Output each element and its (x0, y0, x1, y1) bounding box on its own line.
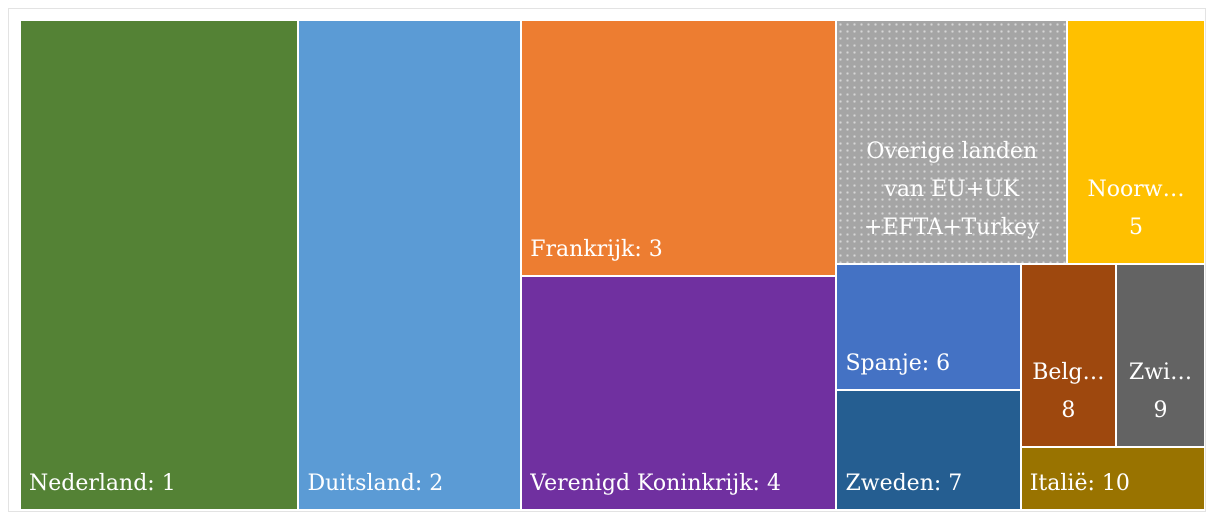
label-line: Frankrijk: 3 (530, 237, 663, 263)
label-line: +EFTA+Turkey (863, 215, 1040, 241)
cell-label: Spanje: 6 (837, 345, 1019, 389)
treemap-cell: Belg… 8 (1021, 265, 1116, 446)
cell-label: Nederland: 1 (21, 465, 297, 509)
cell-label: Zwi… 9 (1117, 354, 1204, 446)
treemap-cell: Italië: 10 (1021, 447, 1204, 509)
cell-label: Overige landen van EU+UK +EFTA+Turkey (837, 133, 1066, 263)
treemap-cell: Spanje: 6 (837, 265, 1020, 390)
cell-label: Frankrijk: 3 (522, 231, 835, 275)
cell-label: Noorw… 5 (1068, 171, 1204, 263)
treemap-cell: Zweden: 7 (837, 391, 1020, 509)
label-line: van EU+UK (884, 177, 1020, 203)
label-line: Overige landen (866, 139, 1038, 165)
cell-label: Belg… 8 (1022, 354, 1115, 446)
treemap-cell: Noorw… 5 (1068, 21, 1204, 264)
treemap-cell: Nederland: 1 (21, 21, 298, 509)
treemap-cell: Duitsland: 2 (299, 21, 521, 509)
treemap-cell: Frankrijk: 3 (522, 21, 836, 276)
treemap: Nederland: 1 Duitsland: 2 Frankrijk: 3 Vere… (20, 20, 1205, 510)
label-line: Verenigd Koninkrijk: 4 (530, 470, 781, 496)
cell-label: Zweden: 7 (837, 465, 1019, 509)
cell-label: Italië: 10 (1022, 465, 1204, 509)
chart-frame (8, 8, 1206, 512)
label-line: Noorw… (1087, 177, 1185, 203)
cell-label: Duitsland: 2 (299, 465, 520, 509)
label-line: Italië: 10 (1029, 470, 1130, 496)
label-line: 8 (1061, 397, 1076, 423)
label-line: Nederland: 1 (29, 471, 176, 496)
label-line: Belg… (1032, 359, 1105, 385)
label-line: Spanje: 6 (845, 351, 951, 377)
label-line: Zwi… (1128, 359, 1193, 385)
label-line: Duitsland: 2 (307, 471, 444, 496)
label-line: 5 (1129, 215, 1144, 241)
cell-label: Verenigd Koninkrijk: 4 (522, 465, 835, 509)
treemap-cell: Verenigd Koninkrijk: 4 (522, 277, 836, 509)
treemap-cell: Zwi… 9 (1117, 265, 1204, 446)
label-line: 9 (1153, 397, 1168, 423)
label-line: Zweden: 7 (845, 470, 963, 496)
treemap-cell: Overige landen van EU+UK +EFTA+Turkey (837, 21, 1067, 264)
